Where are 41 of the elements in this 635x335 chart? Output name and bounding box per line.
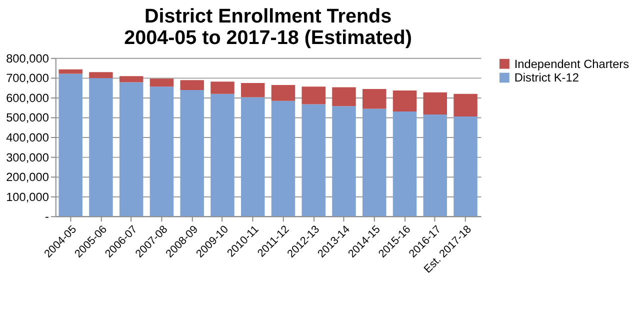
- bar: [180, 90, 204, 216]
- legend-label: Independent Charters: [514, 56, 630, 71]
- bar: [454, 116, 478, 216]
- bar: [89, 78, 113, 216]
- bar: [210, 94, 234, 216]
- bar: [332, 106, 356, 216]
- text: 2004-05 to 2017-18 (Estimated): [124, 27, 412, 50]
- bar: [454, 94, 478, 116]
- bar: [150, 78, 174, 87]
- bar: [302, 104, 326, 216]
- y-tick-label: 700,000: [6, 71, 50, 86]
- bar: [119, 82, 144, 216]
- bar: [423, 92, 447, 114]
- bar: [392, 112, 417, 216]
- y-tick-label: 800,000: [6, 51, 50, 66]
- y-tick-label: 100,000: [6, 190, 50, 204]
- y-tick-label: 600,000: [6, 90, 50, 105]
- bar: [271, 100, 296, 216]
- text: District Enrollment Trends: [144, 5, 392, 28]
- bar: [58, 74, 82, 216]
- bar: [119, 76, 144, 82]
- y-tick-label: 200,000: [6, 170, 50, 184]
- bar: [271, 85, 296, 101]
- bar: [240, 83, 265, 98]
- bar: [58, 69, 82, 74]
- bar: [423, 114, 447, 216]
- y-tick-label: 500,000: [6, 110, 50, 125]
- bar: [210, 82, 234, 94]
- bar: [332, 87, 356, 106]
- bar: [150, 86, 174, 216]
- bar: [240, 97, 265, 216]
- bar: [362, 88, 386, 109]
- bar: [89, 72, 113, 78]
- bar: [302, 86, 326, 104]
- legend-label: District K-12: [514, 70, 579, 85]
- y-tick-label: 300,000: [6, 150, 50, 164]
- bar: [392, 90, 417, 112]
- y-tick-label: 400,000: [6, 130, 50, 144]
- bar: [180, 80, 204, 90]
- bar: [362, 108, 386, 216]
- y-tick-label: -: [45, 210, 50, 224]
